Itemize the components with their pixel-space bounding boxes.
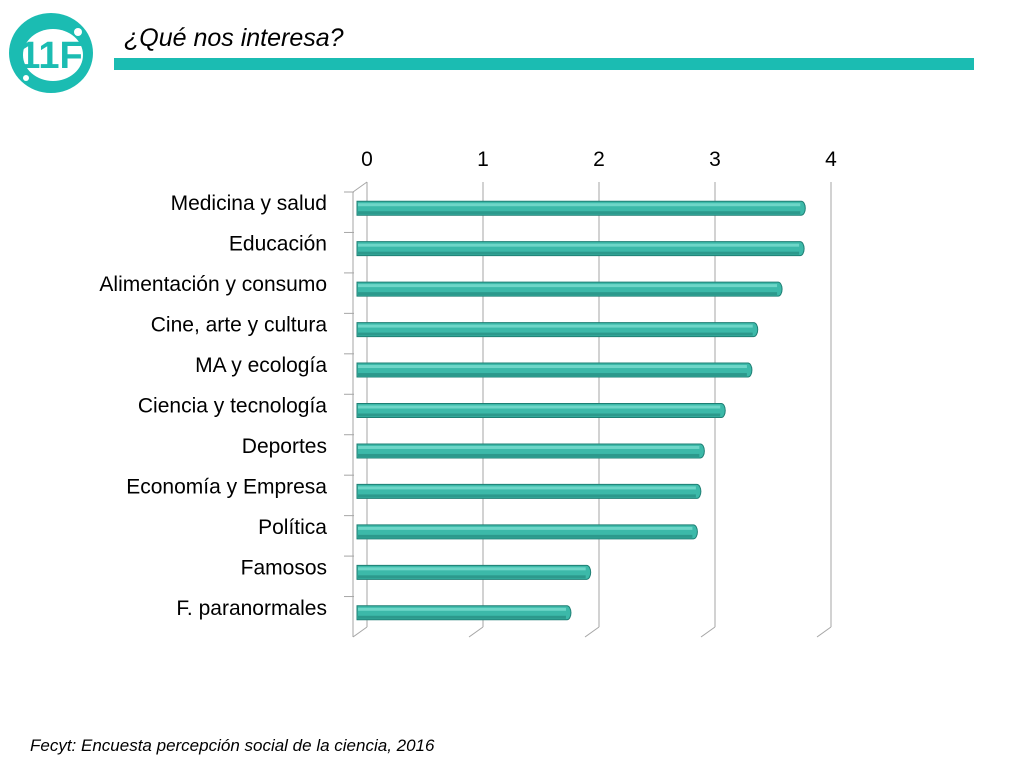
y-tick-label: Deportes [242, 435, 327, 458]
x-tick-label: 0 [361, 148, 373, 171]
bar-shadow [358, 453, 700, 457]
bar-highlight [358, 324, 753, 328]
bar-highlight [358, 405, 721, 409]
bar-highlight [358, 607, 566, 611]
y-tick-label: Economía y Empresa [126, 475, 327, 498]
bar-highlight [358, 486, 696, 490]
y-tick-label: Educación [229, 233, 327, 256]
x-tick-label: 2 [593, 148, 605, 171]
y-tick-label: F. paranormales [176, 597, 327, 620]
bar-shadow [358, 292, 778, 296]
bar-shadow [358, 332, 753, 336]
gridline-depth [584, 626, 600, 638]
gridline-depth [816, 626, 832, 638]
y-tick-label: Ciencia y tecnología [138, 395, 327, 418]
bar-shadow [358, 575, 586, 579]
bar-shadow [358, 373, 747, 377]
brand-logo: 11F [9, 13, 93, 93]
y-tick-label: Alimentación y consumo [99, 273, 327, 296]
gridline-depth [700, 626, 716, 638]
bar-highlight [358, 567, 586, 571]
bar-shadow [358, 211, 801, 215]
bar-highlight [358, 445, 700, 449]
title-rule [114, 58, 974, 70]
bar-shadow [358, 413, 721, 417]
logo-inner [23, 29, 83, 81]
gridline-depth [468, 626, 484, 638]
page-title: ¿Qué nos interesa? [124, 24, 344, 52]
bar-highlight [358, 203, 801, 207]
bar-shadow [358, 494, 696, 498]
source-note: Fecyt: Encuesta percepción social de la … [30, 736, 435, 755]
y-tick-label: MA y ecología [195, 354, 327, 377]
bar-shadow [358, 251, 800, 255]
x-tick-label: 3 [709, 148, 721, 171]
y-tick-label: Cine, arte y cultura [151, 314, 328, 337]
logo-splash-dot [74, 28, 82, 36]
y-tick-label: Política [258, 516, 327, 539]
axis-wall-top [352, 181, 368, 193]
logo-splash-dot [23, 75, 29, 81]
y-tick-label: Medicina y salud [171, 192, 327, 215]
logo-text: 11F [19, 35, 82, 77]
y-tick-label: Famosos [241, 556, 327, 579]
bar-highlight [358, 284, 778, 288]
bar-highlight [358, 243, 800, 247]
bar-shadow [358, 534, 693, 538]
x-tick-label: 1 [477, 148, 489, 171]
x-tick-label: 4 [825, 148, 837, 171]
bar-highlight [358, 365, 747, 369]
gridline-depth [352, 626, 368, 638]
bar-shadow [358, 615, 566, 619]
bar-highlight [358, 526, 693, 530]
